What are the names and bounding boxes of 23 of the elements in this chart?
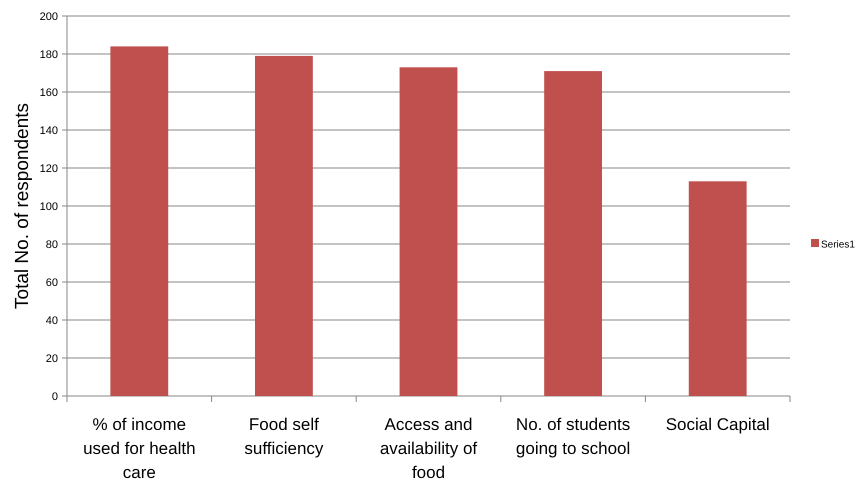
y-tick-label: 20 [46,352,58,365]
bar [400,67,458,396]
y-tick-label: 100 [40,200,58,213]
bar [254,56,313,396]
y-tick-label: 140 [40,124,58,137]
x-tick-label: Access and availability of food [380,415,478,482]
y-axis-title: Total No. of respondents [12,103,33,309]
x-tick-label: No. of students going to school [516,415,630,458]
y-tick-label: 160 [40,86,58,99]
x-tick-label: Social Capital [666,415,770,434]
bar [544,71,602,396]
legend-label: Series1 [821,240,856,250]
x-tick-label: % of income used for health care [83,415,196,482]
bar [110,46,168,396]
y-tick-label: 80 [46,238,58,251]
y-tick-label: 60 [46,276,58,289]
y-tick-label: 200 [40,10,58,23]
y-tick-label: 120 [40,162,58,175]
bar [688,181,747,396]
y-tick-label: 180 [40,48,58,61]
y-tick-label: 0 [52,390,58,403]
y-tick-label: 40 [46,314,58,327]
x-tick-label: Food self sufficiency [244,415,324,458]
